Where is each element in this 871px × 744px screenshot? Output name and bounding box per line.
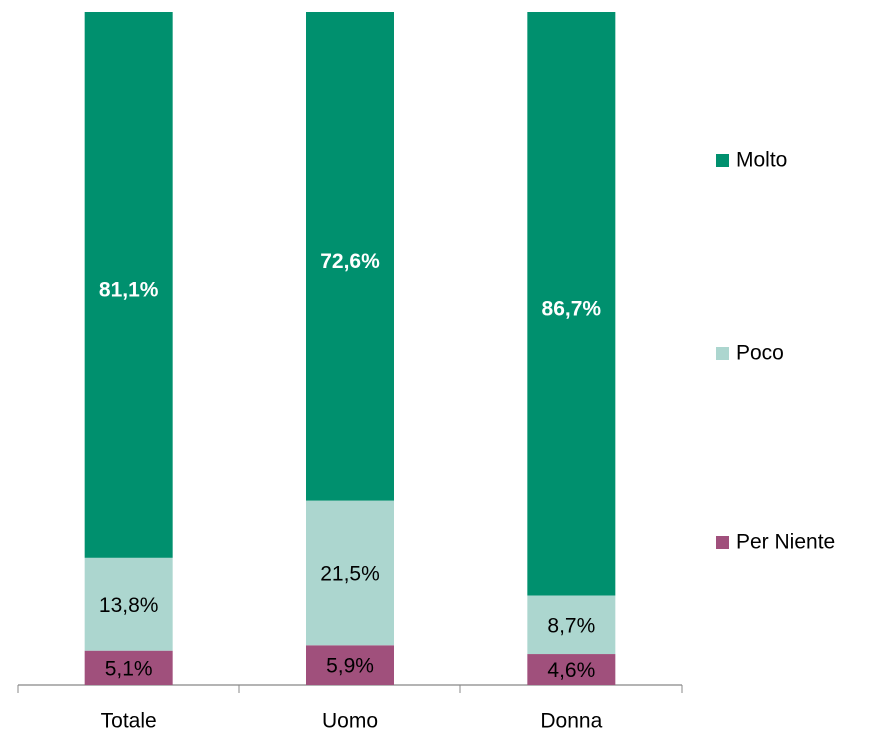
data-label: 72,6%	[320, 250, 380, 273]
bar-segment	[84, 12, 173, 558]
data-label: 86,7%	[542, 297, 602, 320]
bar-segment	[306, 500, 394, 646]
data-label: 13,8%	[99, 594, 159, 617]
bar-segment	[306, 645, 394, 685]
bar-segment	[527, 595, 616, 655]
bar-segment	[306, 12, 394, 501]
data-label: 5,9%	[326, 655, 374, 678]
data-label: 21,5%	[320, 562, 380, 585]
data-label: 5,1%	[105, 657, 153, 680]
bar-segment	[84, 650, 173, 685]
legend-label: Per Niente	[736, 531, 835, 554]
data-label: 8,7%	[547, 614, 595, 637]
bar-segment	[527, 12, 616, 596]
legend-swatch	[716, 536, 729, 549]
x-tick-label: Totale	[101, 710, 157, 733]
x-tick-label: Donna	[540, 710, 602, 733]
x-tick-label: Uomo	[322, 710, 378, 733]
data-label: 4,6%	[547, 659, 595, 682]
legend-label: Molto	[736, 149, 787, 172]
data-label: 81,1%	[99, 278, 159, 301]
bar-segment	[527, 654, 616, 685]
legend-swatch	[716, 154, 729, 167]
legend-label: Poco	[736, 342, 784, 365]
legend-swatch	[716, 347, 729, 360]
bar-segment	[84, 557, 173, 651]
